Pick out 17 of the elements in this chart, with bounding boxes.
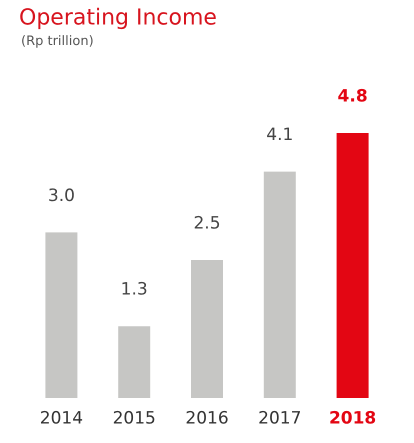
x-tick-label: 2018	[328, 408, 376, 428]
x-tick-label: 2015	[112, 408, 156, 428]
bar	[191, 260, 223, 398]
data-label: 1.3	[120, 280, 148, 300]
data-label: 4.1	[266, 125, 294, 146]
data-label: 3.0	[48, 186, 75, 206]
x-tick-label: 2017	[258, 408, 302, 428]
chart-title: Operating Income	[19, 6, 217, 30]
data-label: 2.5	[193, 213, 221, 234]
bar	[264, 172, 296, 398]
bar	[45, 232, 78, 398]
x-tick-label: 2014	[40, 408, 84, 428]
bar	[118, 326, 150, 398]
data-label: 4.8	[338, 86, 368, 106]
chart-subtitle: (Rp trillion)	[21, 34, 94, 49]
bar	[336, 133, 369, 398]
x-tick-label: 2016	[185, 408, 229, 428]
